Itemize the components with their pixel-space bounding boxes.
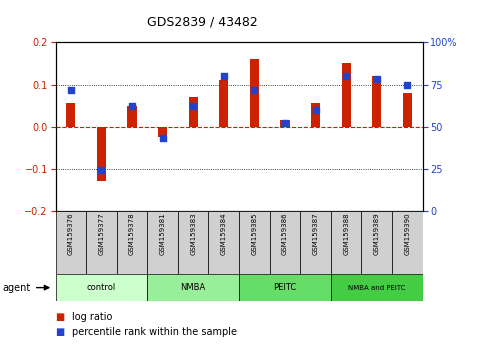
Text: PEITC: PEITC bbox=[273, 283, 297, 292]
Point bbox=[403, 82, 411, 87]
Bar bbox=[209, 211, 239, 274]
Text: NMBA: NMBA bbox=[181, 283, 206, 292]
Text: GSM159387: GSM159387 bbox=[313, 212, 319, 255]
Bar bbox=[158, 127, 167, 137]
Bar bbox=[239, 211, 270, 274]
Bar bbox=[188, 97, 198, 127]
Text: ■: ■ bbox=[56, 312, 65, 321]
Bar bbox=[311, 103, 320, 127]
Point bbox=[189, 103, 197, 109]
Text: ■: ■ bbox=[56, 327, 65, 337]
Bar bbox=[66, 103, 75, 127]
Text: GSM159381: GSM159381 bbox=[159, 212, 166, 255]
Text: GSM159383: GSM159383 bbox=[190, 212, 196, 255]
Text: GSM159388: GSM159388 bbox=[343, 212, 349, 255]
Text: GSM159386: GSM159386 bbox=[282, 212, 288, 255]
Point bbox=[220, 73, 227, 79]
Bar bbox=[86, 211, 117, 274]
Bar bbox=[392, 211, 423, 274]
Text: percentile rank within the sample: percentile rank within the sample bbox=[72, 327, 238, 337]
Text: GDS2839 / 43482: GDS2839 / 43482 bbox=[147, 16, 258, 29]
Text: log ratio: log ratio bbox=[72, 312, 113, 321]
Point bbox=[251, 87, 258, 92]
Point bbox=[312, 107, 319, 113]
Bar bbox=[372, 76, 382, 127]
Text: GSM159384: GSM159384 bbox=[221, 212, 227, 255]
Point bbox=[159, 136, 167, 141]
Bar bbox=[331, 211, 361, 274]
Bar bbox=[300, 211, 331, 274]
Text: GSM159377: GSM159377 bbox=[99, 212, 104, 255]
Bar bbox=[117, 211, 147, 274]
Point bbox=[128, 103, 136, 109]
Text: GSM159389: GSM159389 bbox=[374, 212, 380, 255]
Bar bbox=[56, 211, 86, 274]
Bar bbox=[331, 274, 423, 301]
Bar bbox=[219, 80, 228, 127]
Bar bbox=[239, 274, 331, 301]
Text: control: control bbox=[87, 283, 116, 292]
Text: GSM159390: GSM159390 bbox=[404, 212, 411, 255]
Text: GSM159385: GSM159385 bbox=[251, 212, 257, 255]
Bar bbox=[280, 120, 290, 127]
Text: GSM159376: GSM159376 bbox=[68, 212, 74, 255]
Text: GSM159378: GSM159378 bbox=[129, 212, 135, 255]
Bar bbox=[250, 59, 259, 127]
Bar bbox=[361, 211, 392, 274]
Bar bbox=[403, 93, 412, 127]
Text: agent: agent bbox=[2, 282, 30, 293]
Point bbox=[373, 77, 381, 82]
Point bbox=[281, 120, 289, 126]
Bar bbox=[147, 274, 239, 301]
Point bbox=[98, 167, 105, 173]
Bar bbox=[147, 211, 178, 274]
Point bbox=[342, 73, 350, 79]
Bar bbox=[341, 63, 351, 127]
Bar bbox=[128, 105, 137, 127]
Bar bbox=[270, 211, 300, 274]
Bar bbox=[56, 274, 147, 301]
Bar bbox=[178, 211, 209, 274]
Text: NMBA and PEITC: NMBA and PEITC bbox=[348, 285, 406, 291]
Point bbox=[67, 87, 75, 92]
Bar bbox=[97, 127, 106, 181]
